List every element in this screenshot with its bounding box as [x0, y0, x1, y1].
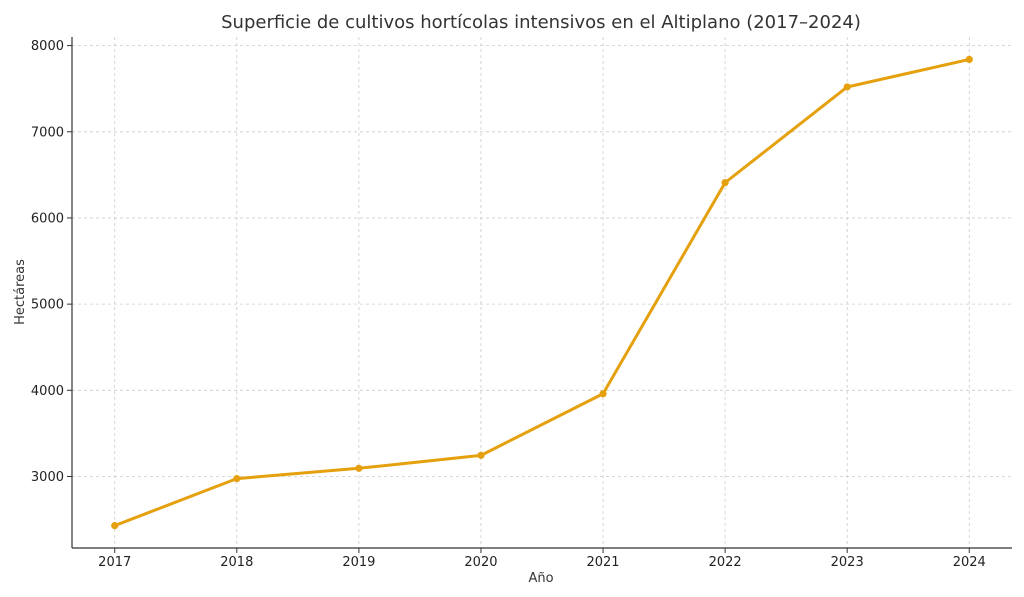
data-point: [599, 390, 607, 398]
series-line: [113, 57, 971, 528]
data-point: [111, 521, 119, 530]
y-tick-label: 4000: [31, 384, 64, 399]
y-tick-label: 5000: [31, 298, 64, 313]
data-point: [477, 451, 485, 459]
x-tick-label: 2018: [220, 555, 253, 570]
data-point: [843, 83, 851, 91]
data-point: [965, 55, 973, 64]
x-tick-label: 2023: [831, 555, 864, 570]
y-tick-label: 8000: [31, 39, 64, 54]
x-tick-label: 2021: [586, 555, 619, 570]
data-point: [233, 475, 241, 483]
data-point: [355, 464, 363, 472]
y-axis-ticks: 3000 4000 5000 6000 7000 8000: [31, 39, 72, 485]
x-tick-label: 2022: [709, 555, 742, 570]
series: [111, 55, 973, 530]
x-tick-label: 2020: [464, 555, 497, 570]
data-point: [721, 179, 729, 187]
x-tick-label: 2017: [98, 555, 131, 570]
y-axis-label: Hectáreas: [13, 259, 28, 325]
axes: [71, 37, 1012, 549]
x-tick-label: 2019: [342, 555, 375, 570]
x-axis-ticks: 2017 2018 2019 2020 2021 2022 2023 2024: [98, 548, 986, 570]
y-tick-label: 6000: [31, 211, 64, 226]
chart-title: Superficie de cultivos hortícolas intens…: [221, 12, 861, 33]
x-tick-label: 2024: [953, 555, 986, 570]
y-tick-label: 7000: [31, 125, 64, 140]
y-tick-label: 3000: [31, 470, 64, 485]
x-axis-label: Año: [528, 571, 553, 586]
grid: [72, 37, 1012, 548]
